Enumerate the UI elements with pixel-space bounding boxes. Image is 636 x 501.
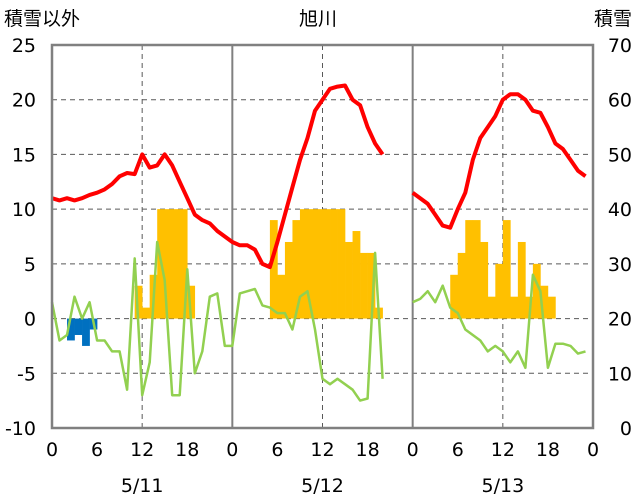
y-left-tick-label: -10 xyxy=(5,418,36,440)
bar xyxy=(299,209,308,319)
x-tick-label: 12 xyxy=(130,439,154,461)
date-label: 5/13 xyxy=(481,475,524,497)
bar xyxy=(360,252,368,319)
frame-border xyxy=(50,43,595,430)
bar xyxy=(457,252,466,319)
bar xyxy=(172,209,181,319)
bar xyxy=(532,263,541,319)
bar xyxy=(495,263,504,319)
bar xyxy=(465,220,474,319)
x-tick-label: 18 xyxy=(536,439,560,461)
bar xyxy=(179,209,188,319)
y-left-tick-label: 15 xyxy=(12,144,36,166)
left-axis-label: 積雪以外 xyxy=(4,8,80,30)
date-label: 5/12 xyxy=(301,475,344,497)
line-layer xyxy=(50,83,587,402)
bar xyxy=(269,220,278,319)
bar xyxy=(345,241,353,319)
y-axis-right: 70 60 50 40 30 20 10 0 xyxy=(608,35,632,440)
right-axis-label: 積雪 xyxy=(594,8,632,30)
bar xyxy=(322,209,331,319)
y-right-tick-label: 60 xyxy=(608,90,632,112)
x-tick-label: 12 xyxy=(310,439,334,461)
bar xyxy=(337,209,346,319)
bar xyxy=(277,274,286,319)
bar xyxy=(502,220,511,319)
y-right-tick-label: 10 xyxy=(608,363,632,385)
x-tick-label: 0 xyxy=(587,439,599,461)
y-left-tick-label: 25 xyxy=(12,35,36,57)
plot-frame xyxy=(50,43,595,430)
bar xyxy=(307,209,316,319)
y-left-tick-label: 10 xyxy=(12,199,36,221)
y-right-tick-label: 0 xyxy=(620,418,632,440)
bar xyxy=(517,241,526,319)
bar xyxy=(314,209,323,319)
x-tick-label: 6 xyxy=(271,439,283,461)
x-tick-label: 18 xyxy=(355,439,379,461)
date-label: 5/11 xyxy=(121,475,164,497)
bar xyxy=(352,231,361,319)
bar xyxy=(367,252,376,319)
y-axis-left: 25 20 15 10 5 0 -5 -10 xyxy=(5,35,36,440)
bar xyxy=(292,220,301,319)
x-tick-label: 12 xyxy=(491,439,515,461)
bar xyxy=(480,241,489,319)
bar xyxy=(164,209,173,319)
series-line xyxy=(50,240,586,402)
bar xyxy=(82,318,90,346)
y-left-tick-label: -5 xyxy=(17,363,36,385)
x-tick-label: 0 xyxy=(46,439,58,461)
bar xyxy=(187,285,196,319)
x-tick-label: 6 xyxy=(452,439,464,461)
y-right-tick-label: 30 xyxy=(608,254,632,276)
bar xyxy=(472,220,481,319)
y-right-tick-label: 70 xyxy=(608,35,632,57)
bar-layer xyxy=(67,209,556,346)
y-left-tick-label: 20 xyxy=(12,90,36,112)
x-axis: 0 6 12 18 0 6 12 18 0 6 12 18 0 xyxy=(46,439,599,461)
bar xyxy=(284,241,293,319)
bar xyxy=(450,274,459,319)
bar xyxy=(510,296,519,319)
x-tick-label: 6 xyxy=(91,439,103,461)
y-left-tick-label: 0 xyxy=(24,309,36,331)
series-line xyxy=(51,83,587,270)
date-labels: 5/11 5/12 5/13 xyxy=(121,475,524,497)
x-tick-label: 18 xyxy=(175,439,199,461)
y-right-tick-label: 40 xyxy=(608,199,632,221)
x-tick-label: 0 xyxy=(226,439,238,461)
y-right-tick-label: 20 xyxy=(608,309,632,331)
y-left-tick-label: 5 xyxy=(24,254,36,276)
bar xyxy=(134,285,143,319)
bar xyxy=(487,296,496,319)
bar xyxy=(67,318,75,341)
chart-title: 旭川 xyxy=(299,8,337,30)
y-right-tick-label: 50 xyxy=(608,144,632,166)
bar xyxy=(547,296,556,319)
x-tick-label: 0 xyxy=(407,439,419,461)
bar xyxy=(330,209,338,319)
bar xyxy=(74,318,83,335)
bar xyxy=(142,307,150,319)
bar xyxy=(540,285,549,319)
